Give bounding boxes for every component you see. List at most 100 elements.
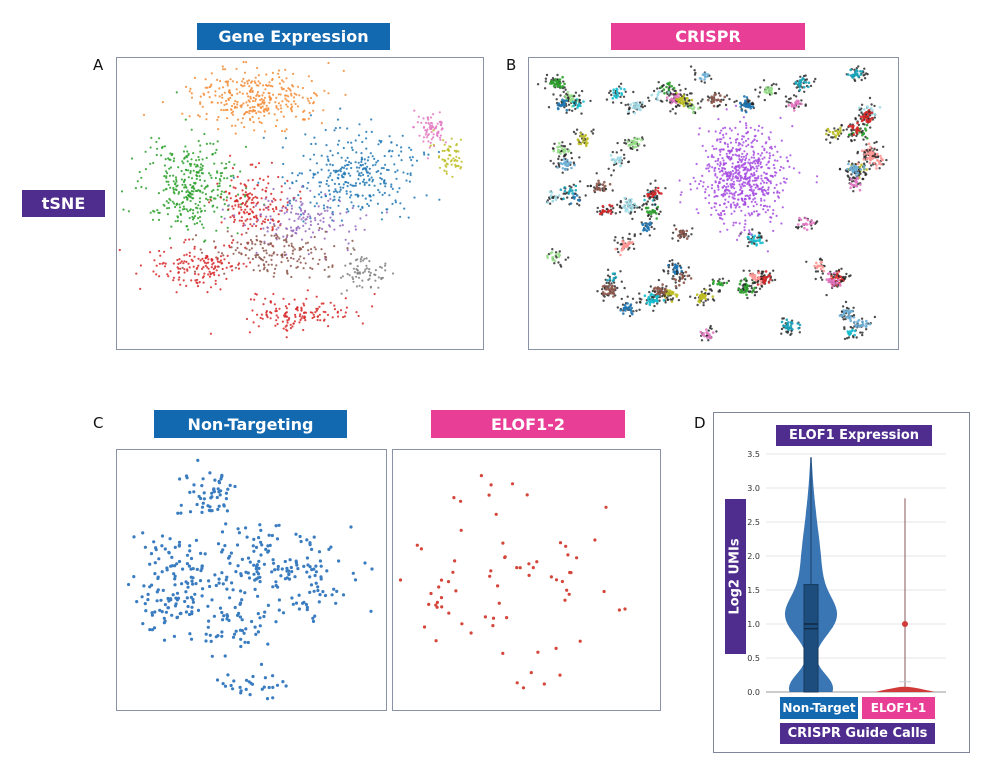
point [204,78,207,81]
point [163,175,166,178]
point [722,133,725,136]
point [685,100,689,103]
point [245,317,249,321]
point [576,104,580,108]
point [249,106,252,109]
point [426,134,429,137]
point [826,272,830,276]
point [674,112,677,115]
point [369,286,372,289]
point [185,85,188,88]
point [566,164,569,167]
point [761,241,764,244]
point [656,205,660,209]
point [268,95,271,98]
point [554,79,557,83]
point [220,171,224,175]
point [363,158,366,161]
point [839,275,842,278]
point [290,275,293,279]
point [156,209,159,212]
point [342,186,345,189]
point [595,184,599,188]
point [753,167,756,170]
point [425,136,428,139]
point [149,146,152,149]
point [615,151,618,154]
point [243,126,246,129]
point [307,181,310,184]
point [548,82,552,85]
point [648,192,651,196]
point [250,201,253,204]
point [396,190,399,193]
point [183,268,186,271]
point [288,202,292,205]
point [628,305,631,308]
point [261,101,264,104]
point [268,92,271,95]
point [152,161,155,165]
point [171,200,174,203]
point [262,91,265,94]
point [665,285,668,288]
point [368,194,371,197]
point [722,98,725,101]
point [612,292,616,295]
point [242,193,245,196]
point [569,161,572,164]
point [378,139,381,142]
point [381,276,384,279]
point [721,218,724,221]
point [579,134,583,138]
point [288,303,291,306]
point [791,125,794,128]
point [380,140,383,143]
point [804,216,807,220]
point [611,189,614,192]
point [285,128,288,131]
point [849,309,853,313]
point [882,145,885,148]
point [737,198,740,201]
point [849,325,852,329]
point [223,217,226,220]
point [242,77,245,80]
point [863,155,866,158]
point [230,94,233,97]
point [862,165,866,168]
point [356,170,359,173]
point [769,131,772,134]
point [563,161,566,165]
point [254,76,257,79]
point [366,165,369,168]
point [226,84,229,87]
point [578,196,581,199]
point [225,266,228,269]
point [320,168,323,171]
point [670,97,673,100]
point [290,207,293,210]
point [656,302,659,305]
point [245,61,248,64]
point [211,263,214,266]
point [293,320,296,323]
point [748,103,751,106]
point [194,202,197,205]
point [572,130,576,134]
point [246,200,249,203]
point [561,103,564,106]
point [312,109,315,112]
point [254,109,257,112]
point [246,80,249,83]
point [357,161,360,164]
point [744,277,747,280]
point [752,288,755,292]
point [639,232,642,236]
point [573,163,576,167]
point [543,87,547,90]
point [800,225,803,228]
point [798,88,802,92]
point [431,122,434,125]
point [275,206,278,209]
